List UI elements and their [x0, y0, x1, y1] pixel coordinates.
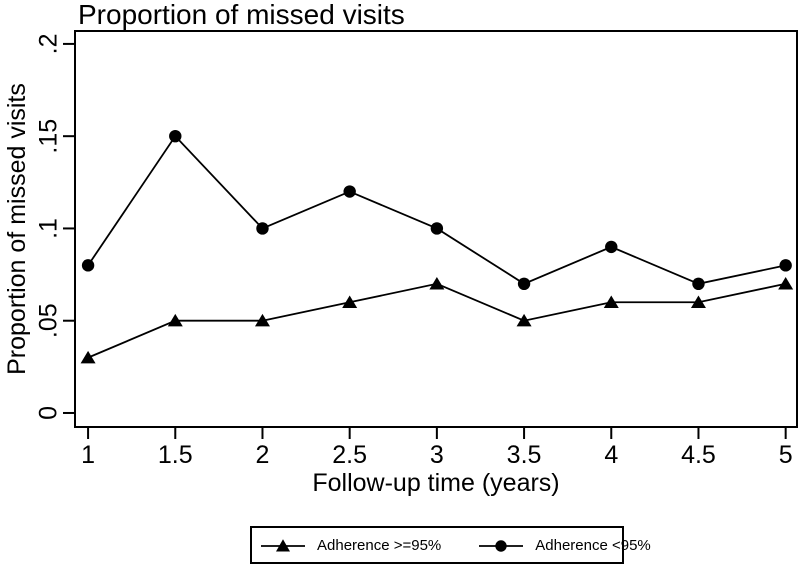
- y-tick-label: .2: [35, 33, 63, 54]
- x-tick-label: 4: [604, 441, 618, 469]
- data-point-triangle: [254, 313, 270, 327]
- x-tick-label: 1.5: [158, 441, 193, 469]
- data-point-triangle: [516, 313, 532, 327]
- data-point-triangle: [603, 295, 619, 308]
- data-point-circle: [81, 259, 95, 272]
- series: [80, 129, 794, 364]
- data-point-circle: [517, 277, 531, 291]
- x-tick-label: 2: [256, 441, 270, 469]
- data-point-triangle: [167, 313, 183, 327]
- data-point-triangle: [778, 277, 794, 290]
- data-point-circle: [779, 259, 792, 272]
- y-axis-title: Proportion of missed visits: [3, 83, 31, 375]
- legend-label-adherence-lt95: Adherence <95%: [535, 536, 651, 554]
- axes: 1 1.5 2 2.5 3 3.5 4 4.5 5 0 .05 .1 .15 .2: [35, 33, 793, 469]
- series-line-triangle: [87, 282, 786, 359]
- x-tick-label: 3.5: [507, 441, 542, 469]
- x-tick-label: 3: [430, 441, 444, 469]
- x-tick-label: 2.5: [332, 441, 367, 469]
- y-tick-label: .05: [35, 303, 63, 338]
- data-point-circle: [343, 185, 356, 198]
- x-tick-label: 1: [81, 441, 95, 469]
- legend-item-adherence-lt95: Adherence <95%: [478, 536, 651, 554]
- data-point-triangle: [690, 295, 706, 308]
- legend-triangle-marker-icon: [261, 539, 305, 552]
- legend-circle-marker-icon: [479, 540, 524, 552]
- y-tick-label: .15: [35, 119, 63, 154]
- data-point-circle: [692, 277, 705, 291]
- data-point-triangle: [342, 295, 358, 308]
- data-point-triangle: [429, 277, 445, 290]
- y-tick-label: .1: [35, 218, 63, 239]
- x-axis-title: Follow-up time (years): [312, 469, 559, 497]
- line-chart: Proportion of missed visits Follow-up ti…: [3, 0, 798, 497]
- data-point-triangle: [80, 350, 96, 364]
- y-tick-label: 0: [35, 406, 63, 420]
- chart-title: Proportion of missed visits: [78, 0, 405, 30]
- legend-item-adherence-ge95: Adherence >=95%: [260, 536, 441, 554]
- data-point-circle: [169, 129, 182, 143]
- data-point-circle: [605, 240, 618, 254]
- data-point-circle: [256, 222, 269, 235]
- data-point-circle: [430, 222, 444, 235]
- x-tick-label: 5: [779, 441, 793, 469]
- x-tick-label: 4.5: [681, 441, 716, 469]
- legend-label-adherence-ge95: Adherence >=95%: [317, 536, 442, 554]
- series-line-circle: [87, 134, 786, 285]
- legend: Adherence >=95% Adherence <95%: [250, 526, 651, 564]
